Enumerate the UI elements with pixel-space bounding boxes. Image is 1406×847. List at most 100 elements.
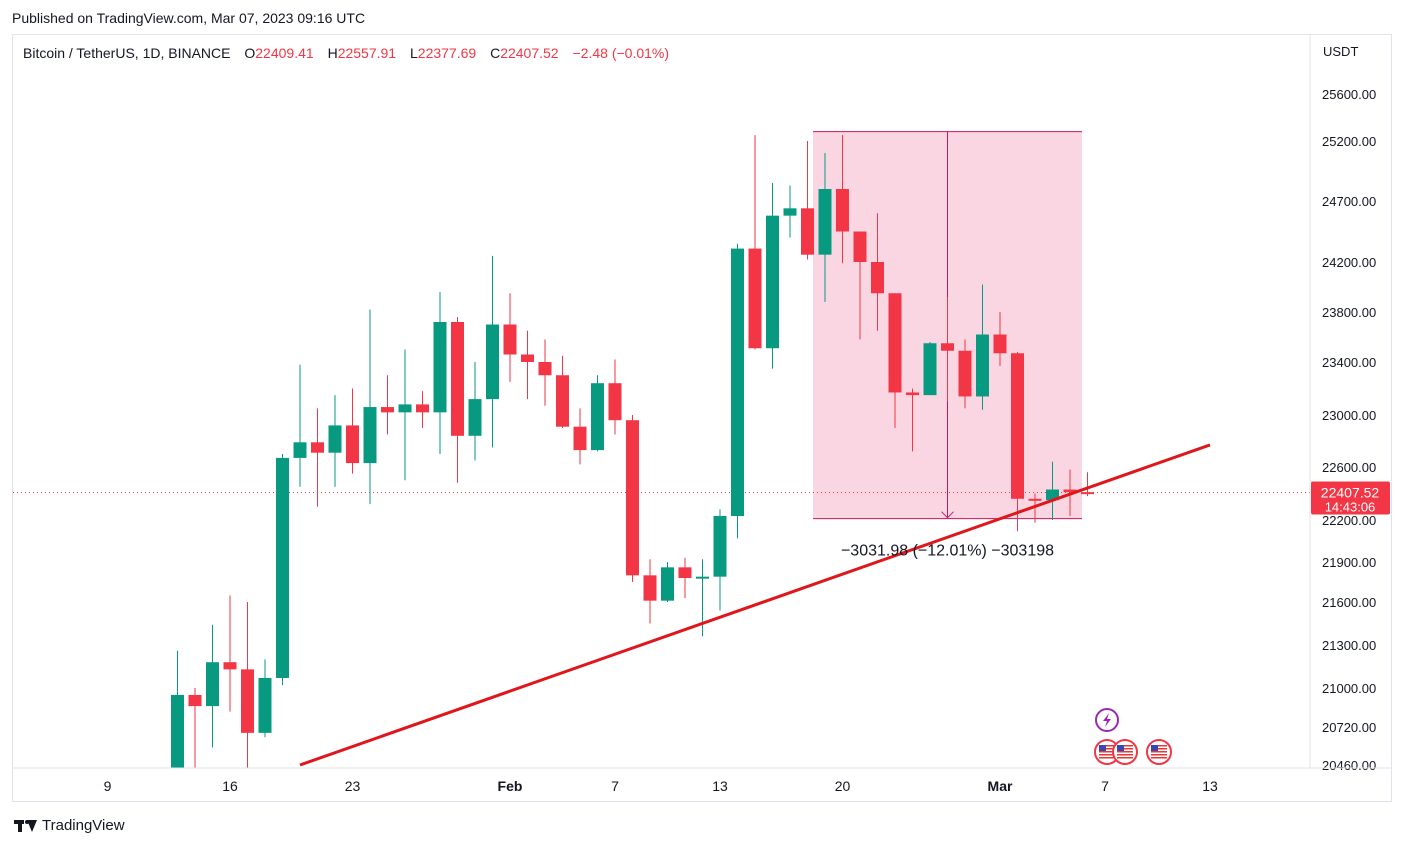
open-value: 22409.41 (255, 45, 314, 61)
candle (678, 557, 692, 598)
candle-body (486, 324, 499, 400)
price-tick-label: 21000.00 (1322, 681, 1376, 696)
candle (363, 309, 377, 505)
candle (1081, 472, 1094, 497)
candle-body (993, 334, 1007, 354)
candle (783, 185, 797, 238)
price-tick-label: 21300.00 (1322, 638, 1376, 653)
candle (836, 135, 849, 264)
candle (433, 292, 447, 454)
candle-body (941, 343, 954, 351)
candle (871, 213, 884, 331)
us-flag-stripe (1151, 748, 1167, 750)
price-tick-label: 24700.00 (1322, 194, 1376, 209)
chart-frame (12, 34, 1392, 802)
price-tick-label: 23000.00 (1322, 408, 1376, 423)
candle-body (573, 426, 587, 451)
price-tick-label: 20460.00 (1322, 758, 1376, 773)
time-tick-label: 16 (222, 778, 238, 794)
candle-body (608, 383, 622, 421)
candle (801, 141, 814, 260)
candle-body (818, 189, 832, 255)
us-flag-stripe (1151, 754, 1167, 756)
candle-body (713, 516, 727, 577)
candle-body (416, 404, 429, 413)
price-tick-label: 25600.00 (1322, 87, 1376, 102)
price-tick-label: 21600.00 (1322, 595, 1376, 610)
candle-body (538, 362, 552, 376)
time-tick-label: 7 (1101, 778, 1109, 794)
price-range-label: −3031.98 (−12.01%) −303198 (841, 543, 1054, 560)
candle (503, 293, 517, 382)
candle-body (888, 293, 902, 393)
low-label: L (409, 45, 418, 61)
candle-body (328, 425, 342, 453)
candle (416, 391, 429, 428)
tradingview-logo[interactable]: TradingView (14, 817, 125, 834)
us-flag-stripe (1151, 745, 1167, 747)
price-tick-label: 23400.00 (1322, 355, 1376, 370)
candle-body (836, 189, 849, 232)
candle (171, 650, 184, 768)
us-flag-stripe (1117, 751, 1133, 753)
candle-body (783, 208, 797, 216)
candle (941, 297, 954, 402)
candle (766, 183, 779, 369)
candle (888, 293, 902, 428)
candle-body (958, 350, 972, 397)
candle-body (223, 662, 237, 670)
candle (276, 454, 289, 686)
price-tick-label: 24200.00 (1322, 255, 1376, 270)
candle-body (293, 442, 307, 458)
candle (311, 408, 324, 507)
open-label: O (244, 45, 256, 61)
candle (713, 509, 727, 611)
candle-body (923, 343, 937, 396)
candle-body (1063, 489, 1077, 493)
candle-body (188, 694, 202, 707)
candle (451, 317, 464, 483)
candle-body (1028, 498, 1042, 501)
candle-body (626, 420, 639, 576)
us-flag-stripe (1099, 748, 1115, 750)
candle (748, 135, 762, 350)
candle (188, 688, 202, 768)
price-range-arrow-head (941, 511, 954, 519)
us-flag-stripe (1117, 754, 1133, 756)
candle (958, 339, 972, 409)
candle-body (241, 669, 254, 733)
candle (923, 342, 937, 396)
candle (1046, 461, 1059, 520)
candle-body (766, 215, 779, 349)
time-tick-label: Mar (988, 778, 1013, 794)
candle-body (468, 399, 482, 436)
bar-countdown: 14:43:06 (1325, 500, 1376, 515)
candle (381, 375, 394, 435)
candle (993, 312, 1007, 366)
time-tick-label: 13 (1202, 778, 1218, 794)
candle (818, 153, 832, 302)
candle (731, 243, 744, 539)
candle-body (381, 407, 394, 413)
us-flag-canton (1099, 745, 1106, 751)
candle-body (521, 354, 534, 362)
close-value: 22407.52 (500, 45, 559, 61)
candle-body (556, 375, 569, 427)
candle-body (398, 404, 412, 413)
price-axis-currency: USDT (1323, 44, 1358, 59)
candle (853, 231, 867, 340)
candle (468, 362, 482, 461)
us-flag-stripe (1151, 757, 1167, 759)
price-tick-label: 22200.00 (1322, 513, 1376, 528)
candle-body (853, 231, 867, 262)
candle-body (1046, 489, 1059, 501)
last-price-value: 22407.52 (1321, 485, 1380, 501)
us-flag-stripe (1117, 748, 1133, 750)
candle (906, 388, 919, 452)
price-tick-label: 20720.00 (1322, 720, 1376, 735)
candle-body (311, 442, 324, 453)
candle-body (696, 576, 709, 579)
candle-body (1011, 353, 1024, 499)
candle (626, 415, 639, 582)
